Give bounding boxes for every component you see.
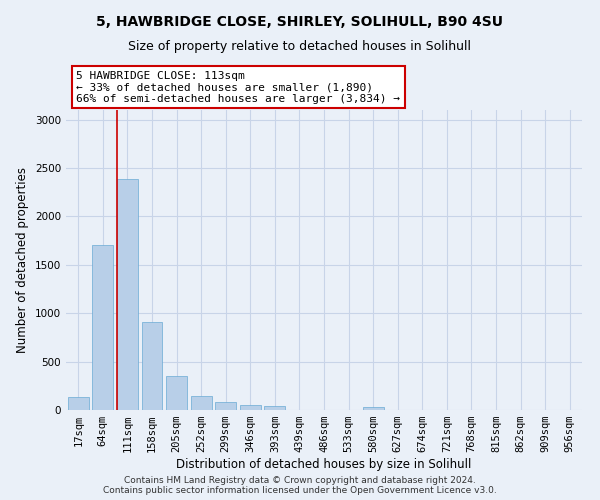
Text: Contains HM Land Registry data © Crown copyright and database right 2024.
Contai: Contains HM Land Registry data © Crown c… <box>103 476 497 495</box>
Y-axis label: Number of detached properties: Number of detached properties <box>16 167 29 353</box>
Bar <box>191 396 212 410</box>
Bar <box>142 322 163 410</box>
Bar <box>265 406 286 410</box>
Bar <box>68 398 89 410</box>
Bar <box>117 178 138 410</box>
Bar <box>240 404 261 410</box>
Bar <box>92 246 113 410</box>
Bar <box>362 406 383 410</box>
Text: 5 HAWBRIDGE CLOSE: 113sqm
← 33% of detached houses are smaller (1,890)
66% of se: 5 HAWBRIDGE CLOSE: 113sqm ← 33% of detac… <box>76 71 400 104</box>
X-axis label: Distribution of detached houses by size in Solihull: Distribution of detached houses by size … <box>176 458 472 471</box>
Bar <box>166 376 187 410</box>
Text: 5, HAWBRIDGE CLOSE, SHIRLEY, SOLIHULL, B90 4SU: 5, HAWBRIDGE CLOSE, SHIRLEY, SOLIHULL, B… <box>97 15 503 29</box>
Text: Size of property relative to detached houses in Solihull: Size of property relative to detached ho… <box>128 40 472 53</box>
Bar <box>215 402 236 410</box>
